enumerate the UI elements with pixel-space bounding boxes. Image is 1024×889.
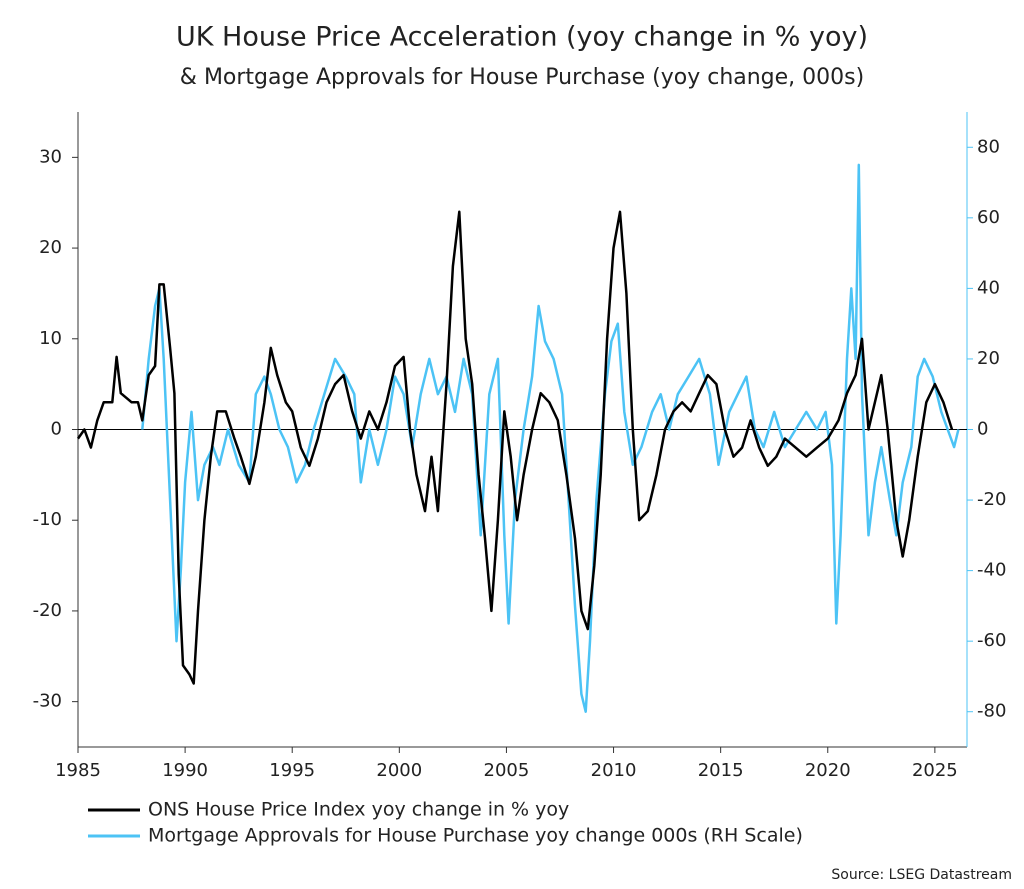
y-tick-label: 30 [39, 146, 62, 167]
y-tick-label: -10 [33, 509, 62, 530]
y2-tick-label: 60 [977, 207, 1000, 228]
x-tick-label: 2015 [698, 760, 744, 781]
y2-tick-label: -60 [977, 630, 1006, 651]
y-tick-label: 10 [39, 328, 62, 349]
legend-label: ONS House Price Index yoy change in % yo… [148, 799, 569, 821]
y-tick-label: 0 [51, 419, 62, 440]
x-tick-label: 2005 [484, 760, 530, 781]
chart-subtitle: & Mortgage Approvals for House Purchase … [180, 65, 864, 90]
y2-tick-label: -20 [977, 489, 1006, 510]
y2-tick-label: 80 [977, 136, 1000, 157]
chart-title: UK House Price Acceleration (yoy change … [176, 22, 868, 53]
y2-tick-label: -40 [977, 560, 1006, 581]
y2-tick-label: 20 [977, 348, 1000, 369]
legend-label: Mortgage Approvals for House Purchase yo… [148, 825, 803, 847]
series-line [141, 163, 960, 713]
x-tick-label: 2000 [376, 760, 422, 781]
x-tick-label: 2010 [591, 760, 637, 781]
y2-tick-label: 40 [977, 277, 1000, 298]
series-line [76, 210, 954, 685]
x-tick-label: 1985 [55, 760, 101, 781]
source-note: Source: LSEG Datastream [831, 867, 1012, 883]
x-tick-label: 2020 [805, 760, 851, 781]
x-tick-label: 1990 [162, 760, 208, 781]
y-tick-label: -30 [33, 691, 62, 712]
y2-tick-label: -80 [977, 701, 1006, 722]
x-tick-label: 2025 [912, 760, 958, 781]
x-tick-label: 1995 [269, 760, 315, 781]
y-tick-label: 20 [39, 237, 62, 258]
y-tick-label: -20 [33, 600, 62, 621]
y2-tick-label: 0 [977, 419, 988, 440]
